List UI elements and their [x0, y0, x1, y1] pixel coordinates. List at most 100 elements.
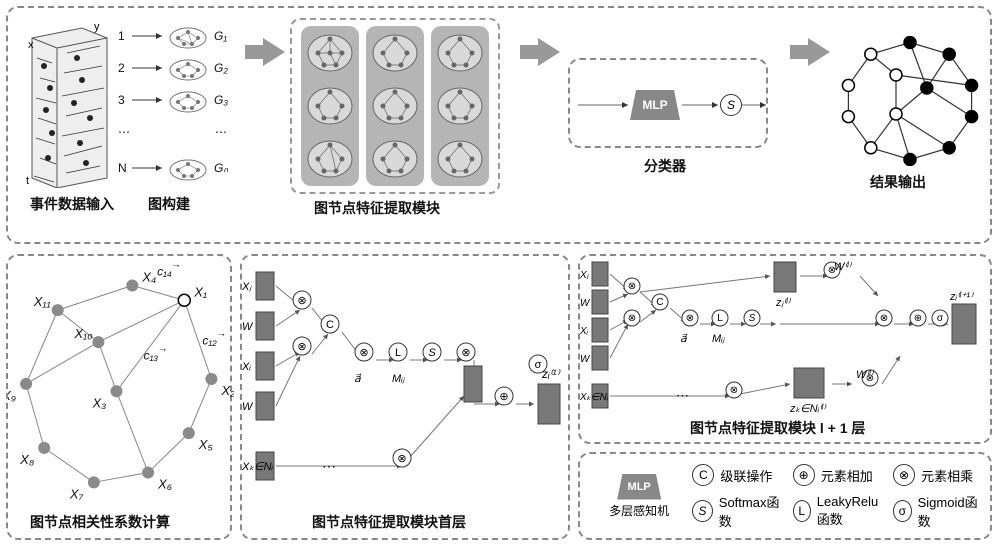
svg-text:X₁: X₁	[193, 284, 207, 299]
svg-text:zₖ∈Nᵢ⁽ˡ⁾: zₖ∈Nᵢ⁽ˡ⁾	[789, 403, 827, 415]
svg-text:⊕: ⊕	[499, 391, 508, 403]
first-layer-panel: XⱼWXᵢWXₖ∈Nᵢ ⊗⊗C⊗LS⊗⊗⊕σ zᵢ⁽¹⁾ a⃗ Mᵢⱼ ⋯ 图节…	[240, 254, 570, 540]
svg-text:⊗: ⊗	[686, 313, 694, 324]
mult-op-icon: ⊗	[893, 464, 915, 486]
svg-text:⊗: ⊗	[297, 295, 306, 307]
svg-text:⊕: ⊕	[914, 313, 922, 324]
svg-text:X₁₀: X₁₀	[73, 326, 93, 341]
svg-text:X₅: X₅	[198, 437, 214, 452]
svg-text:W: W	[242, 321, 254, 333]
svg-text:X₄: X₄	[141, 270, 156, 285]
svg-text:Xⱼ: Xⱼ	[580, 270, 590, 281]
svg-text:zⱼ⁽ˡ⁾: zⱼ⁽ˡ⁾	[775, 297, 791, 309]
svg-text:⋯: ⋯	[322, 458, 336, 474]
output-caption: 结果输出	[870, 172, 926, 192]
svg-text:1: 1	[118, 29, 125, 43]
svg-text:X₂: X₂	[220, 383, 234, 398]
svg-text:Mᵢⱼ: Mᵢⱼ	[712, 333, 726, 345]
svg-text:W: W	[580, 354, 591, 365]
svg-text:S: S	[749, 313, 756, 324]
svg-text:X₇: X₇	[69, 486, 84, 501]
classifier-panel: MLP S	[568, 58, 768, 148]
softmax-op-icon: S	[692, 500, 712, 522]
axis-x: x	[28, 39, 34, 51]
first-layer-caption: 图节点特征提取模块首层	[312, 512, 466, 532]
classifier-caption: 分类器	[644, 156, 686, 176]
mlp-icon: MLP	[617, 474, 661, 500]
svg-text:Mᵢⱼ: Mᵢⱼ	[392, 373, 406, 385]
svg-text:→: →	[216, 329, 226, 340]
svg-text:Xᵢ: Xᵢ	[242, 361, 251, 373]
correlation-caption: 图节点相关性系数计算	[30, 512, 170, 532]
first-layer-flow: XⱼWXᵢWXₖ∈Nᵢ ⊗⊗C⊗LS⊗⊗⊕σ zᵢ⁽¹⁾ a⃗ Mᵢⱼ ⋯	[242, 256, 572, 514]
svg-text:2: 2	[118, 61, 125, 75]
svg-text:⋯: ⋯	[118, 125, 130, 139]
svg-text:C: C	[656, 297, 663, 308]
svg-text:X₈: X₈	[19, 452, 35, 467]
sigmoid-op-icon: σ	[893, 500, 912, 522]
arrow-icon	[263, 38, 285, 66]
svg-text:G₁: G₁	[214, 29, 227, 43]
svg-text:⊗: ⊗	[297, 341, 306, 353]
input-caption: 事件数据输入	[22, 194, 122, 214]
svg-text:→: →	[171, 260, 181, 271]
svg-text:c₁₂: c₁₂	[202, 334, 217, 348]
svg-text:⊗: ⊗	[397, 453, 406, 465]
svg-text:Xₖ∈Nᵢ: Xₖ∈Nᵢ	[580, 392, 609, 403]
legend-item: ⊕元素相加	[793, 464, 887, 486]
feature-module-caption: 图节点特征提取模块	[314, 198, 440, 218]
svg-text:S: S	[428, 347, 436, 359]
svg-text:Gₙ: Gₙ	[214, 161, 228, 175]
graph-build-column: 1 2 3 ⋯ N G₁ G₂ G₃ ⋯ Gₙ	[118, 22, 238, 197]
svg-text:c₁₄: c₁₄	[157, 265, 172, 279]
svg-text:zᵢ⁽¹⁾: zᵢ⁽¹⁾	[541, 367, 560, 381]
svg-text:X₃: X₃	[91, 395, 106, 410]
svg-text:G₂: G₂	[214, 61, 228, 75]
svg-text:W⁽ˡ⁾: W⁽ˡ⁾	[856, 369, 874, 381]
svg-text:W: W	[242, 401, 254, 413]
correlation-panel: X₁X₂X₃X₄X₅X₆X₇X₈X₉X₁₀X₁₁ c₁₂→c₁₃→c₁₄→ 图节…	[6, 254, 232, 540]
svg-text:G₃: G₃	[214, 93, 228, 107]
svg-text:→: →	[158, 343, 168, 354]
axis-y: y	[94, 21, 100, 33]
axis-t: t	[26, 175, 29, 187]
svg-text:σ: σ	[535, 359, 542, 371]
svg-text:⋯: ⋯	[676, 388, 689, 403]
svg-text:σ: σ	[937, 313, 944, 324]
legend-item: σSigmoid函数	[893, 492, 978, 530]
svg-text:⊗: ⊗	[628, 313, 636, 324]
svg-text:N: N	[118, 161, 127, 175]
svg-text:L: L	[717, 313, 723, 324]
top-pipeline-panel: x y t 事件数据输入 1 2 3 ⋯ N G₁	[6, 6, 992, 244]
legend-item: ⊗元素相乘	[893, 464, 978, 486]
svg-text:a⃗: a⃗	[354, 373, 362, 385]
svg-text:X₆: X₆	[157, 476, 173, 491]
concat-op-icon: C	[692, 464, 714, 486]
svg-text:⊗: ⊗	[461, 347, 470, 359]
lplus1-flow: XⱼWXᵢWXₖ∈Nᵢ ⊗⊗C⊗LS⊗⊗⊗⊗⊕σ zⱼ⁽ˡ⁾ zₖ∈Nᵢ⁽ˡ⁾ …	[580, 256, 994, 420]
event-data-cube: x y t	[22, 18, 112, 188]
svg-text:⊗: ⊗	[730, 385, 738, 396]
svg-text:zᵢ⁽ˡ⁺¹⁾: zᵢ⁽ˡ⁺¹⁾	[949, 291, 974, 303]
legend-item: SSoftmax函数	[692, 492, 786, 530]
legend-panel: C级联操作 ⊕元素相加 ⊗元素相乘 MLP多层感知机 SSoftmax函数 LL…	[578, 452, 992, 540]
svg-text:W: W	[580, 298, 591, 309]
lplus1-caption: 图节点特征提取模块 l + 1 层	[690, 418, 865, 438]
feature-module	[290, 18, 500, 194]
mlp-block: MLP	[630, 90, 680, 120]
svg-text:3: 3	[118, 93, 125, 107]
softmax-op-icon: S	[720, 94, 742, 116]
svg-text:C: C	[326, 319, 334, 331]
arrow-icon	[808, 38, 830, 66]
svg-text:X₉: X₉	[8, 388, 16, 403]
lplus1-panel: XⱼWXᵢWXₖ∈Nᵢ ⊗⊗C⊗LS⊗⊗⊗⊗⊕σ zⱼ⁽ˡ⁾ zₖ∈Nᵢ⁽ˡ⁾ …	[578, 254, 992, 444]
svg-text:⊗: ⊗	[880, 313, 888, 324]
svg-text:a⃗: a⃗	[680, 333, 688, 345]
legend-item: C级联操作	[692, 464, 786, 486]
leakyrelu-op-icon: L	[793, 500, 811, 522]
svg-text:W⁽ˡ⁾: W⁽ˡ⁾	[834, 261, 852, 273]
output-graph	[840, 36, 980, 166]
svg-text:⊗: ⊗	[628, 281, 636, 292]
svg-text:Xᵢ: Xᵢ	[580, 326, 589, 337]
svg-text:c₁₃: c₁₃	[144, 348, 159, 362]
